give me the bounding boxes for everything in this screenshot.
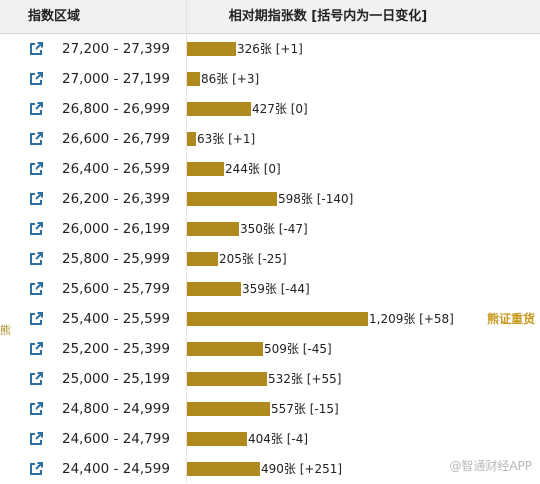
bar [187,222,239,236]
bar-value-label: 532张 [+55] [268,372,342,386]
index-range-label: 27,000 - 27,199 [62,71,170,87]
table-row: 26,400 - 26,599 244张 [0] [0,154,540,184]
index-range-label: 24,400 - 24,599 [62,461,170,477]
bar-value-label: 205张 [-25] [219,252,287,266]
table-row: 24,400 - 24,599 490张 [+251] [0,454,540,484]
bar-value-label: 63张 [+1] [197,132,256,146]
bar-value-label: 86张 [+3] [201,72,260,86]
external-link-icon[interactable] [28,341,44,357]
table-row: 26,800 - 26,999 427张 [0] [0,94,540,124]
bar [187,342,263,356]
index-range-label: 26,800 - 26,999 [62,101,170,117]
bar-value-label: 490张 [+251] [261,462,343,476]
bar [187,42,236,56]
bar [187,312,368,326]
header-index-range: 指数区域 [28,9,81,24]
header-contracts: 相对期指张数 [括号内为一日变化] [228,9,428,24]
table-row: 25,200 - 25,399 509张 [-45] [0,334,540,364]
table-row: 27,200 - 27,399 326张 [+1] [0,34,540,64]
bar [187,192,277,206]
bar-value-label: 244张 [0] [225,162,281,176]
bar-value-label: 1,209张 [+58] [369,312,454,326]
external-link-icon[interactable] [28,251,44,267]
table-row: 25,400 - 25,599 1,209张 [+58] 熊证重货 [0,304,540,334]
watermark: @智通财经APP [449,459,532,473]
bar [187,252,218,266]
external-link-icon[interactable] [28,101,44,117]
table-row: 24,600 - 24,799 404张 [-4] [0,424,540,454]
bar [187,102,251,116]
external-link-icon[interactable] [28,311,44,327]
bar-value-label: 326张 [+1] [237,42,303,56]
annotation-label: 熊证重货 [487,312,536,326]
index-range-label: 27,200 - 27,399 [62,41,170,57]
table-row: 24,800 - 24,999 557张 [-15] [0,394,540,424]
bar-value-label: 509张 [-45] [264,342,332,356]
bar [187,132,196,146]
index-range-label: 25,800 - 25,999 [62,251,170,267]
external-link-icon[interactable] [28,281,44,297]
external-link-icon[interactable] [28,401,44,417]
external-link-icon[interactable] [28,461,44,477]
external-link-icon[interactable] [28,431,44,447]
external-link-icon[interactable] [28,221,44,237]
bar [187,402,270,416]
index-range-label: 26,400 - 26,599 [62,161,170,177]
index-range-label: 25,400 - 25,599 [62,311,170,327]
index-range-label: 25,000 - 25,199 [62,371,170,387]
bar-value-label: 359张 [-44] [242,282,310,296]
bar-value-label: 404张 [-4] [248,432,309,446]
table-row: 25,000 - 25,199 532张 [+55] [0,364,540,394]
bar-value-label: 598张 [-140] [278,192,354,206]
table-row: 26,000 - 26,199 350张 [-47] [0,214,540,244]
bar [187,282,241,296]
table-row: 27,000 - 27,199 86张 [+3] [0,64,540,94]
bar [187,372,267,386]
table-header: 指数区域 相对期指张数 [括号内为一日变化] [0,0,540,34]
external-link-icon[interactable] [28,131,44,147]
bar [187,162,224,176]
index-range-label: 25,200 - 25,399 [62,341,170,357]
index-range-label: 24,800 - 24,999 [62,401,170,417]
index-range-label: 26,000 - 26,199 [62,221,170,237]
index-range-label: 25,600 - 25,799 [62,281,170,297]
external-link-icon[interactable] [28,161,44,177]
bar [187,462,260,476]
bar-value-label: 427张 [0] [252,102,308,116]
index-range-label: 26,600 - 26,799 [62,131,170,147]
column-divider [186,0,187,482]
table-row: 25,800 - 25,999 205张 [-25] [0,244,540,274]
bar [187,432,247,446]
external-link-icon[interactable] [28,191,44,207]
external-link-icon[interactable] [28,41,44,57]
table-row: 25,600 - 25,799 359张 [-44] [0,274,540,304]
bar-value-label: 350张 [-47] [240,222,308,236]
index-range-label: 26,200 - 26,399 [62,191,170,207]
table-row: 26,600 - 26,799 63张 [+1] [0,124,540,154]
external-link-icon[interactable] [28,371,44,387]
side-label-bear: 熊 [0,324,11,337]
bar [187,72,200,86]
index-range-label: 24,600 - 24,799 [62,431,170,447]
table-row: 26,200 - 26,399 598张 [-140] [0,184,540,214]
external-link-icon[interactable] [28,71,44,87]
bar-value-label: 557张 [-15] [271,402,339,416]
